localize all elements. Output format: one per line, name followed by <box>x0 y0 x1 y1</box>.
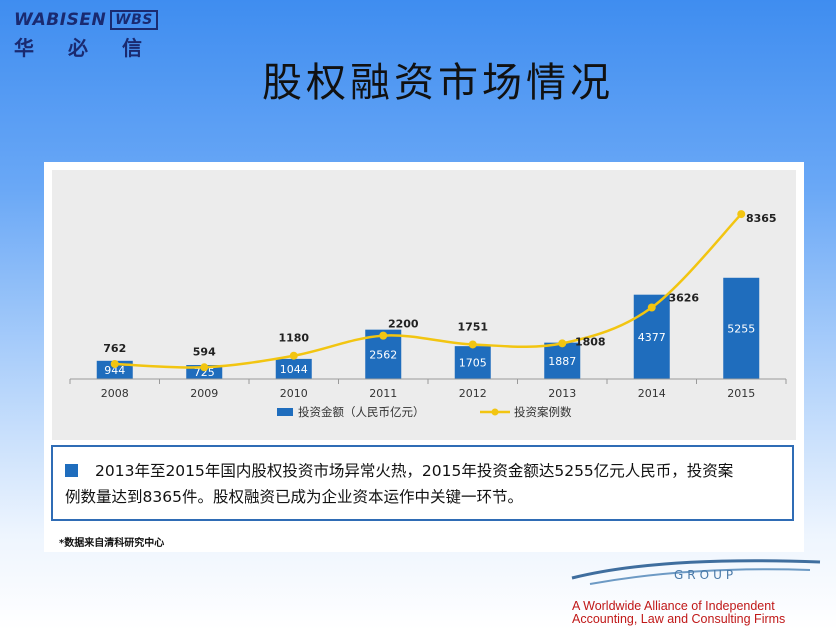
alliance-group-label: GROUP <box>674 568 738 582</box>
logo-brand: WABISEN <box>14 10 107 30</box>
legend-bar-swatch <box>277 408 293 416</box>
bar-label-2008: 944 <box>104 364 125 377</box>
bar-label-2015: 5255 <box>727 322 755 335</box>
alliance-tagline: A Worldwide Alliance of Independent Acco… <box>572 600 785 626</box>
line-label-2009: 594 <box>193 345 216 358</box>
line-point-2015 <box>737 210 746 219</box>
slide-title: 股权融资市场情况 <box>262 60 614 106</box>
line-label-2010: 1180 <box>278 332 309 345</box>
bar-2015 <box>723 277 760 379</box>
x-tick-label-2010: 2010 <box>280 387 308 400</box>
line-label-2014: 3626 <box>668 292 699 305</box>
bar-label-2013: 1887 <box>548 355 576 368</box>
line-point-2011 <box>379 331 388 340</box>
legend-line-marker <box>491 408 499 416</box>
content-panel: 944 725 1044 2562 1705 1887 4377 5255 2008 2009 20… <box>44 162 804 552</box>
x-tick-label-2012: 2012 <box>459 387 487 400</box>
x-tick-label-2015: 2015 <box>727 387 755 400</box>
alliance-tagline-line-2: Accounting, Law and Consulting Firms <box>572 612 786 626</box>
line-point-2010 <box>289 351 298 360</box>
logo-mark: WBS <box>110 10 158 30</box>
bullet-square-icon <box>65 464 78 477</box>
line-point-2012 <box>468 340 477 349</box>
x-tick-label-2013: 2013 <box>548 387 576 400</box>
legend-line-label: 投资案例数 <box>514 405 572 419</box>
chart-area: 944 725 1044 2562 1705 1887 4377 5255 2008 2009 20… <box>52 170 796 440</box>
bar-label-2011: 2562 <box>369 348 397 361</box>
x-tick-label-2014: 2014 <box>638 387 666 400</box>
legend-bar-label: 投资金额（人民币亿元） <box>298 405 425 419</box>
alliance-tagline-line-1: A Worldwide Alliance of Independent <box>572 599 775 613</box>
x-tick-label-2009: 2009 <box>190 387 218 400</box>
bar-label-2014: 4377 <box>638 331 666 344</box>
bar-label-2010: 1044 <box>280 363 308 376</box>
line-label-2015: 8365 <box>746 212 777 225</box>
line-label-2013: 1808 <box>575 335 606 348</box>
summary-box: 2013年至2015年国内股权投资市场异常火热，2015年投资金额达5255亿元… <box>51 445 794 521</box>
bar-label-2012: 1705 <box>459 357 487 370</box>
bar-label-2009: 725 <box>194 366 215 379</box>
summary-line-1: 2013年至2015年国内股权投资市场异常火热，2015年投资金额达5255亿元… <box>95 462 734 480</box>
line-point-2008 <box>110 359 119 368</box>
bar-2013 <box>544 342 581 379</box>
logo-wordmark: WABISEN WBS <box>14 10 194 30</box>
bar-2012 <box>454 346 491 379</box>
investment-chart: 944 725 1044 2562 1705 1887 4377 5255 2008 2009 20… <box>69 210 787 419</box>
logo-chinese-name: 华必信 <box>14 36 176 60</box>
line-point-2013 <box>558 339 567 348</box>
x-tick-label-2008: 2008 <box>101 387 129 400</box>
x-tick-label-2011: 2011 <box>369 387 397 400</box>
line-point-2009 <box>200 363 209 372</box>
summary-text: 2013年至2015年国内股权投资市场异常火热，2015年投资金额达5255亿元… <box>65 458 785 510</box>
bar-2010 <box>275 358 312 379</box>
alliance-logo-swoosh <box>571 559 821 585</box>
summary-line-2: 例数量达到8365件。股权融资已成为企业资本运作中关键一环节。 <box>65 488 523 506</box>
line-label-2011: 2200 <box>388 318 419 331</box>
company-logo: WABISEN WBS 华必信 <box>14 10 194 61</box>
line-label-2012: 1751 <box>457 320 488 333</box>
data-source-note: *数据来自清科研究中心 <box>59 538 165 549</box>
line-point-2014 <box>647 303 656 312</box>
line-label-2008: 762 <box>103 342 126 355</box>
